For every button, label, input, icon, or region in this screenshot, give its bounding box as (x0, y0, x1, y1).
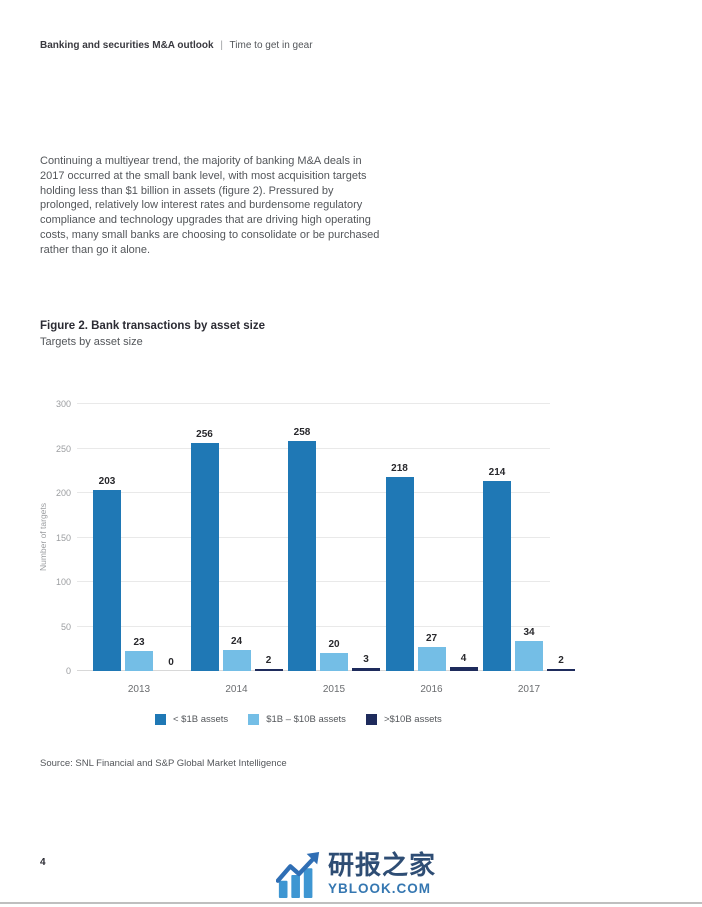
legend-item: $1B – $10B assets (248, 714, 346, 725)
body-paragraph: Continuing a multiyear trend, the majori… (40, 155, 380, 256)
y-tick-label: 150 (55, 532, 71, 543)
y-tick-label: 50 (60, 621, 71, 632)
watermark-title: 研报之家 (328, 850, 437, 880)
bottom-divider (0, 902, 702, 904)
bar-wrap: 34 (515, 627, 543, 671)
bar (417, 647, 446, 671)
bar-value-label: 34 (523, 627, 535, 638)
bar (483, 481, 511, 671)
bar-group: 218 27 4 (384, 463, 480, 671)
x-tick-label: 2015 (322, 684, 346, 695)
x-tick-label: 2017 (517, 684, 541, 695)
bar-group: 214 34 2 (481, 467, 577, 671)
y-tick-label: 200 (55, 488, 71, 499)
bar-wrap: 27 (417, 633, 446, 671)
bar (93, 490, 121, 671)
x-tick-label: 2016 (420, 684, 443, 695)
figure-title: Figure 2. Bank transactions by asset siz… (40, 320, 265, 332)
legend-item: < $1B assets (155, 714, 228, 725)
bar (385, 477, 414, 671)
plot-area: 0 50 100 150 200 250 300 203 23 0 2013 256 24 2 2014 25… (56, 399, 575, 695)
bar-value-label: 214 (488, 467, 506, 478)
bar (547, 669, 575, 671)
page-header: Banking and securities M&A outlook | Tim… (40, 40, 313, 51)
watermark-logo: 研报之家 YBLOOK.COM (276, 850, 436, 898)
bar (352, 668, 380, 671)
header-title: Banking and securities M&A outlook (40, 40, 214, 51)
bar-value-label: 258 (293, 427, 311, 438)
bar-wrap: 4 (449, 653, 478, 671)
y-tick-label: 100 (55, 577, 71, 588)
legend-swatch (248, 714, 260, 725)
bar-value-label: 24 (230, 636, 243, 647)
bar-group: 203 23 0 (91, 476, 187, 671)
y-tick-label: 0 (65, 666, 71, 676)
chart-legend: < $1B assets $1B – $10B assets >$10B asset… (155, 714, 442, 725)
legend-item: >$10B assets (365, 714, 442, 725)
y-tick-label: 300 (55, 399, 71, 409)
watermark-url: YBLOOK.COM (328, 881, 431, 896)
bar (254, 669, 283, 671)
x-tick-label: 2013 (127, 684, 151, 695)
bar (125, 651, 153, 671)
bar-value-label: 23 (133, 637, 145, 648)
bar-value-label: 2 (265, 655, 272, 666)
bar-value-label: 27 (425, 633, 438, 644)
bar-wrap: 0 (157, 657, 185, 671)
bar (222, 650, 251, 671)
bar-wrap: 214 (483, 467, 511, 671)
bar-group: 256 24 2 (189, 429, 285, 671)
watermark-text: 研报之家 YBLOOK.COM (328, 850, 436, 896)
header-separator: | (220, 40, 223, 51)
bar (449, 667, 478, 671)
bar-wrap: 203 (93, 476, 121, 671)
bar-wrap: 218 (385, 463, 414, 671)
legend-swatch (155, 714, 166, 725)
bar-value-label: 0 (168, 657, 174, 668)
bar (320, 653, 348, 671)
bar-wrap: 20 (320, 639, 348, 671)
legend-swatch (365, 714, 377, 725)
bar-value-label: 203 (98, 476, 116, 487)
header-subtitle: Time to get in gear (229, 40, 313, 51)
bar (515, 641, 543, 671)
bar-value-label: 3 (363, 654, 369, 665)
legend-label: $1B – $10B assets (266, 714, 346, 725)
bar-value-label: 20 (328, 639, 340, 650)
legend-label: < $1B assets (173, 714, 229, 725)
source-note: Source: SNL Financial and S&P Global Mar… (40, 758, 287, 769)
page-number: 4 (40, 857, 46, 868)
bar-value-label: 218 (391, 463, 408, 474)
gridline (77, 403, 550, 404)
bar-chart: Number of targets 0 50 100 150 200 250 300 203 2… (38, 398, 575, 698)
bar (288, 441, 316, 671)
figure-subtitle: Targets by asset size (40, 336, 143, 348)
bar (190, 443, 219, 671)
bar-wrap: 258 (288, 427, 316, 671)
bar-wrap: 2 (254, 655, 283, 671)
bar-value-label: 4 (460, 653, 467, 664)
bar-wrap: 256 (190, 429, 219, 671)
bar-value-label: 2 (558, 655, 564, 666)
legend-label: >$10B assets (383, 714, 442, 725)
bar-group: 258 20 3 (286, 427, 382, 671)
bar-wrap: 23 (125, 637, 153, 671)
x-tick-label: 2014 (225, 684, 248, 695)
y-tick-label: 250 (55, 443, 71, 454)
bar-wrap: 2 (547, 655, 575, 671)
bar-chart-arrow-icon (276, 851, 320, 898)
bar-value-label: 256 (196, 429, 213, 440)
bar-wrap: 3 (352, 654, 380, 671)
bar-wrap: 24 (222, 636, 251, 671)
